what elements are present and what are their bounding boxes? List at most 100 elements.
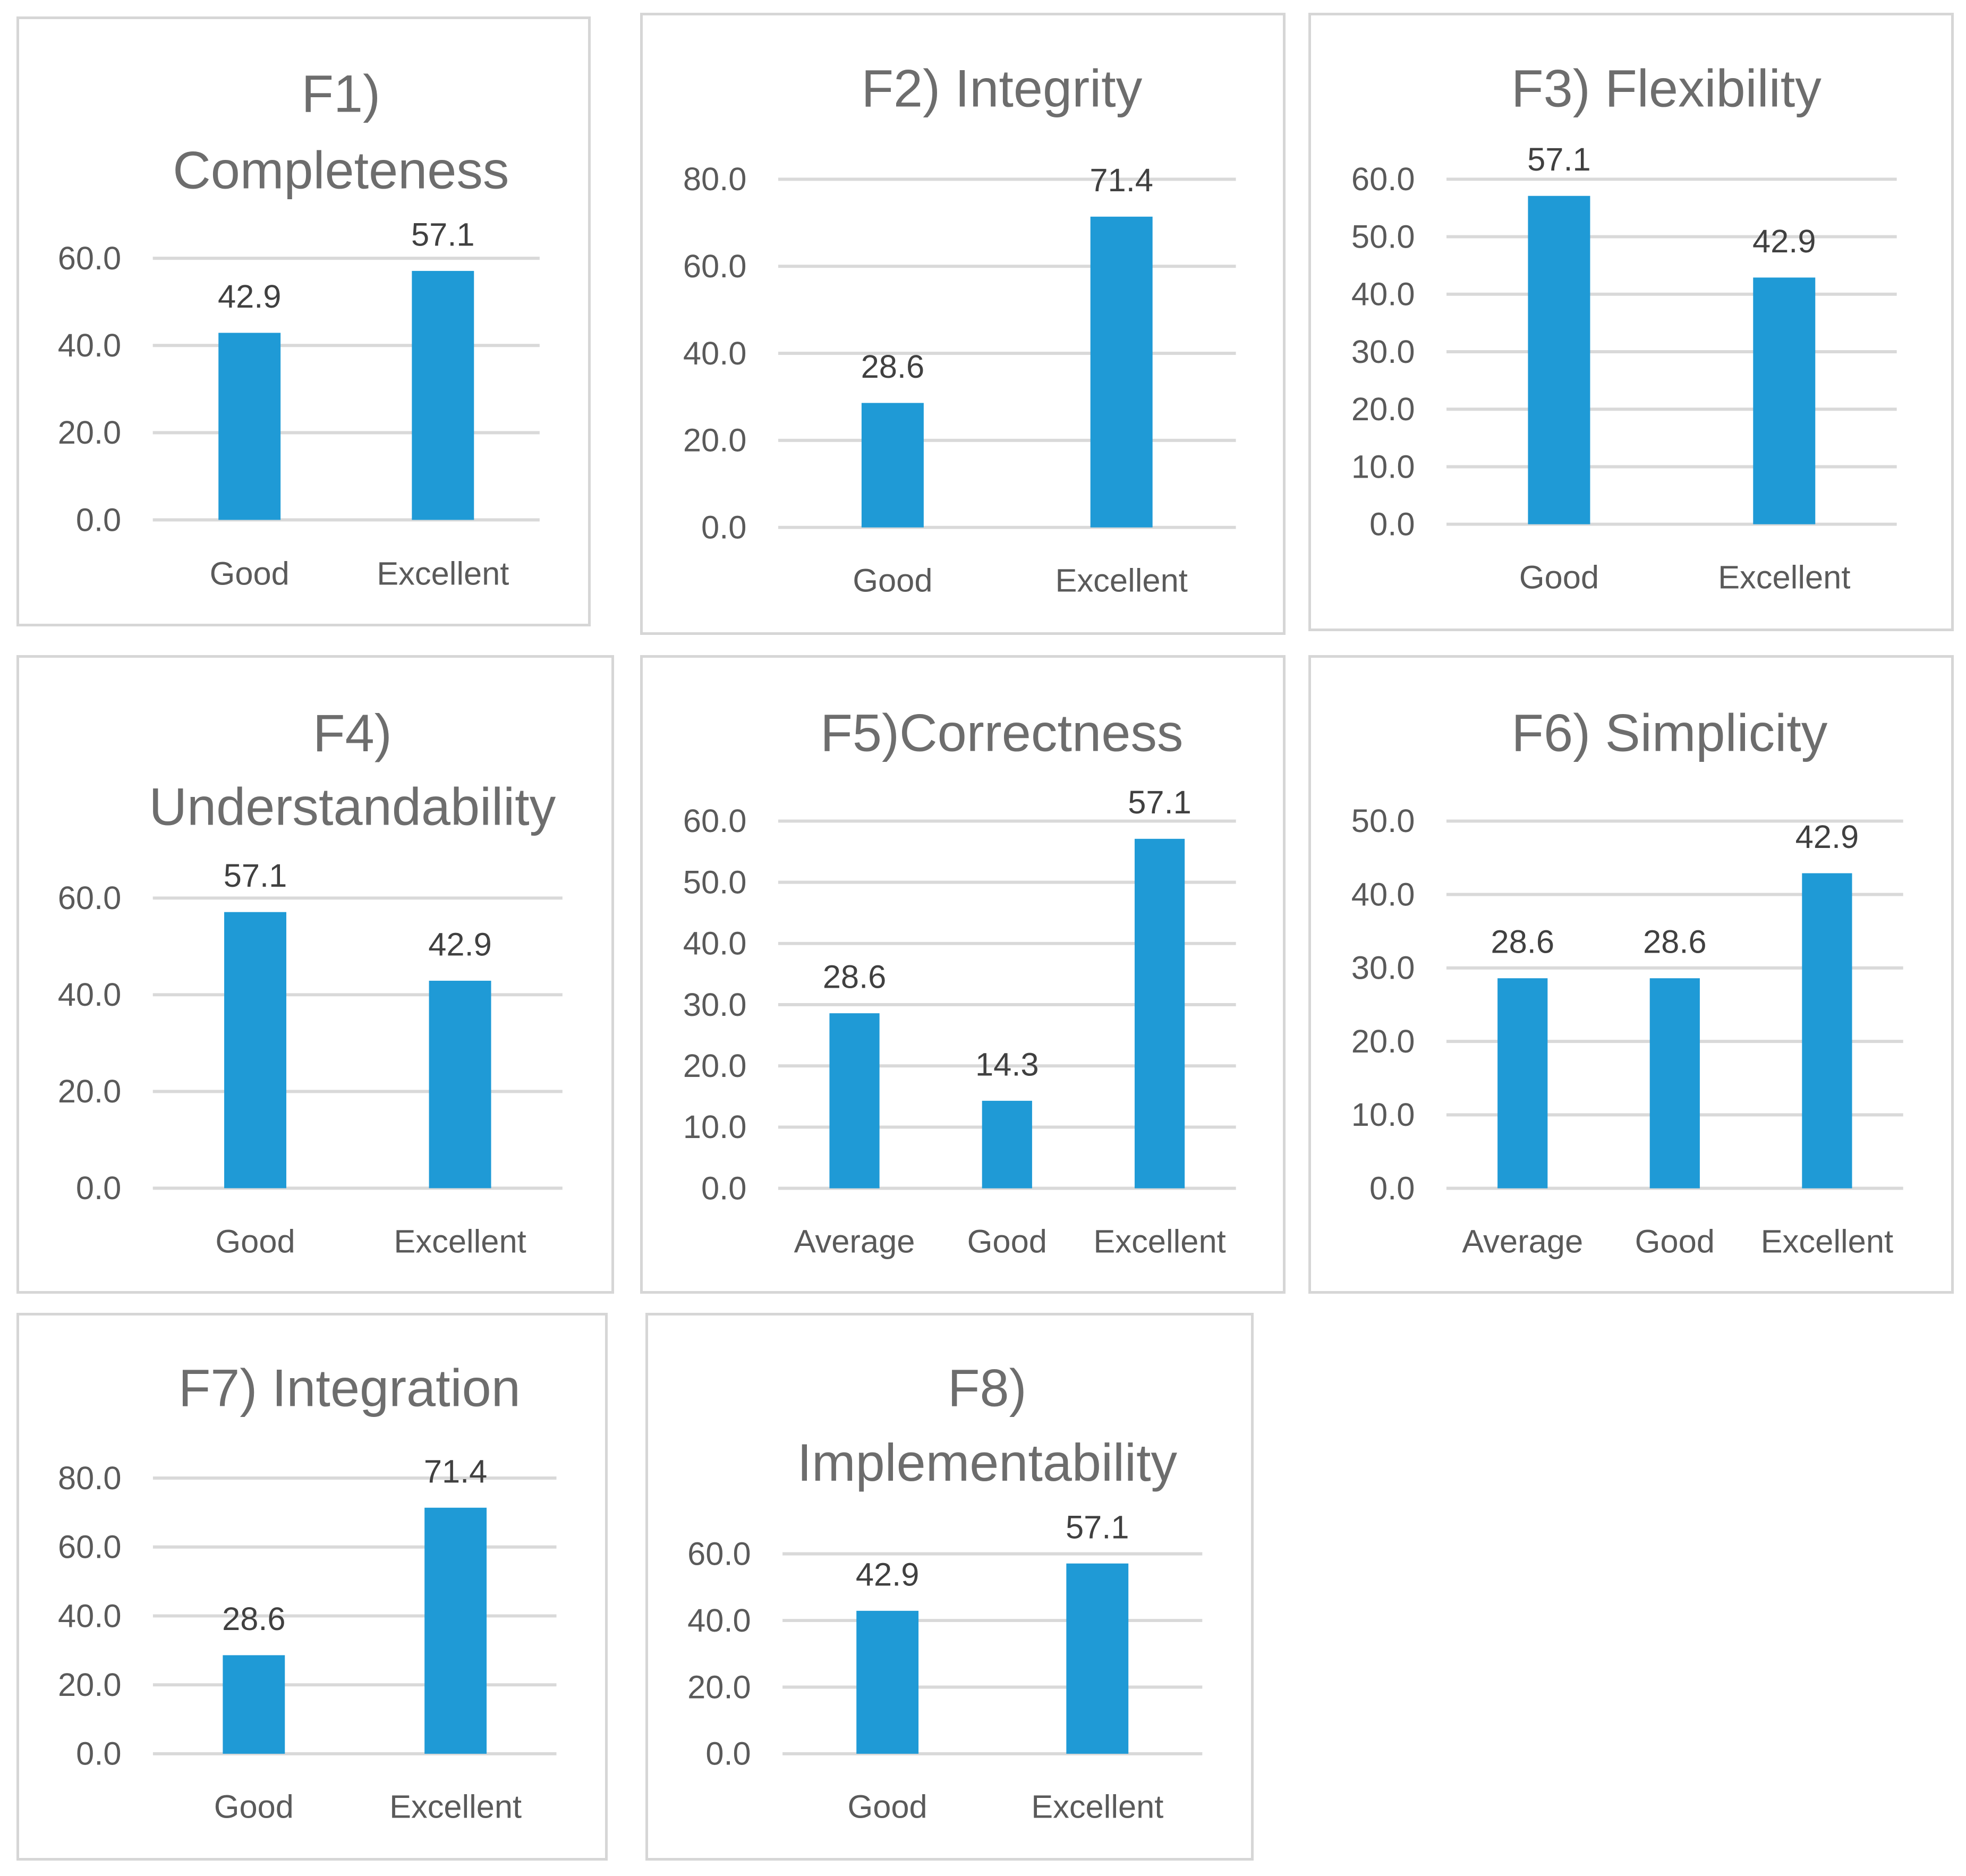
y-tick-label: 10.0 (683, 1109, 747, 1145)
y-tick-label: 60.0 (687, 1535, 751, 1572)
bar-good (982, 1100, 1032, 1189)
chart-title: F8) (948, 1358, 1027, 1417)
bar-good (224, 912, 286, 1189)
chart-title: F6) Simplicity (1511, 704, 1827, 763)
x-category-label: Excellent (1055, 563, 1187, 599)
bar-excellent (1066, 1563, 1129, 1754)
y-tick-label: 20.0 (1351, 1023, 1415, 1060)
chart-panel-f6: F6) Simplicity 0.0 10.0 20.0 30.0 40.0 50.0 28.… (1308, 655, 1954, 1294)
bar-average (1497, 978, 1548, 1189)
chart-panel-f8: F8) Implementability 0.0 20.0 40.0 60.0 42.9 Go… (645, 1313, 1254, 1861)
y-tick-label: 30.0 (1351, 950, 1415, 987)
bar-excellent (1802, 873, 1852, 1189)
y-tick-label: 80.0 (683, 161, 747, 198)
bar-good (861, 403, 924, 528)
y-tick-label: 20.0 (1351, 391, 1415, 428)
y-tick-label: 30.0 (683, 987, 747, 1023)
x-category-label: Good (853, 563, 932, 599)
data-label: 28.6 (1491, 924, 1554, 961)
data-label: 28.6 (823, 959, 887, 996)
chart-panel-f1: F1) Completeness 0.0 20.0 40.0 60.0 42.9 Good 57… (16, 16, 591, 626)
y-tick-label: 40.0 (683, 335, 747, 372)
x-category-label: Good (215, 1223, 295, 1260)
y-tick-label: 60.0 (58, 880, 122, 916)
y-tick-label: 0.0 (1369, 1170, 1415, 1207)
chart-title: Understandability (149, 778, 556, 837)
y-tick-label: 40.0 (1351, 276, 1415, 313)
x-category-label: Good (214, 1789, 294, 1826)
y-tick-label: 80.0 (58, 1460, 121, 1497)
y-tick-label: 20.0 (58, 1073, 122, 1110)
x-category-label: Good (848, 1789, 927, 1826)
chart-title: F4) (313, 704, 392, 763)
chart-panel-f5: F5)Correctness 0.0 10.0 20.0 30.0 40.0 50.0 60.… (640, 655, 1286, 1294)
bar-good (218, 333, 281, 520)
y-tick-label: 10.0 (1351, 448, 1415, 485)
data-label: 71.4 (1090, 162, 1153, 199)
chart-title: Implementability (797, 1433, 1178, 1492)
chart-title: F1) (302, 64, 381, 123)
y-tick-label: 50.0 (1351, 803, 1415, 839)
bar-excellent (1753, 277, 1816, 524)
y-tick-label: 20.0 (683, 422, 747, 459)
y-tick-label: 40.0 (687, 1602, 751, 1639)
data-label: 28.6 (861, 349, 925, 385)
y-tick-label: 0.0 (1369, 506, 1415, 543)
y-tick-label: 60.0 (1351, 161, 1415, 198)
chart-title: F5)Correctness (820, 704, 1183, 763)
y-tick-label: 40.0 (1351, 876, 1415, 913)
data-label: 57.1 (1527, 141, 1591, 178)
data-label: 57.1 (224, 858, 287, 894)
y-tick-label: 0.0 (701, 1170, 746, 1207)
data-label: 42.9 (856, 1556, 919, 1593)
y-tick-label: 60.0 (683, 803, 747, 839)
y-tick-label: 40.0 (58, 327, 122, 364)
x-category-label: Excellent (394, 1223, 526, 1260)
y-tick-label: 40.0 (58, 977, 122, 1013)
x-category-label: Good (967, 1224, 1047, 1260)
y-tick-label: 0.0 (76, 1736, 121, 1772)
y-tick-label: 20.0 (58, 414, 122, 451)
bar-excellent (1134, 838, 1185, 1189)
bar-average (829, 1013, 880, 1189)
chart-panel-f3: F3) Flexibility 0.0 10.0 20.0 30.0 40.0 50.0 60… (1308, 13, 1954, 631)
chart-f2: F2) Integrity 0.0 20.0 40.0 60.0 80.0 28.6 Good… (683, 60, 1236, 599)
chart-f8: F8) Implementability 0.0 20.0 40.0 60.0 42.9 Go… (687, 1358, 1203, 1826)
x-category-label: Excellent (1718, 559, 1850, 596)
y-tick-label: 30.0 (1351, 334, 1415, 370)
y-tick-label: 0.0 (76, 502, 121, 538)
bar-excellent (429, 980, 491, 1189)
bar-good (856, 1610, 919, 1754)
bar-good (1528, 196, 1590, 524)
y-tick-label: 50.0 (683, 864, 747, 901)
chart-panel-f7: F7) Integration 0.0 20.0 40.0 60.0 80.0 28.6 Go… (16, 1313, 608, 1861)
y-tick-label: 10.0 (1351, 1097, 1415, 1133)
data-label: 71.4 (424, 1453, 487, 1490)
x-category-label: Average (794, 1224, 915, 1260)
chart-title: F2) Integrity (861, 60, 1142, 118)
x-category-label: Good (210, 555, 290, 592)
x-category-label: Excellent (377, 555, 509, 592)
data-label: 57.1 (411, 216, 475, 253)
y-tick-label: 20.0 (58, 1667, 121, 1703)
data-label: 42.9 (218, 278, 282, 315)
chart-panel-f2: F2) Integrity 0.0 20.0 40.0 60.0 80.0 28.6 Good… (640, 13, 1286, 635)
bar-good (1649, 978, 1700, 1189)
data-label: 42.9 (428, 926, 492, 963)
bar-excellent (1090, 216, 1153, 528)
data-label: 42.9 (1752, 223, 1816, 260)
y-tick-label: 50.0 (1351, 218, 1415, 255)
chart-f4: F4) Understandability 0.0 20.0 40.0 60.0 57.1 G… (58, 704, 563, 1260)
x-category-label: Excellent (1031, 1789, 1163, 1826)
chart-panel-f4: F4) Understandability 0.0 20.0 40.0 60.0 57.1 G… (16, 655, 614, 1294)
chart-title: F7) Integration (178, 1358, 521, 1417)
y-tick-label: 40.0 (683, 926, 747, 962)
bar-good (223, 1655, 285, 1754)
y-tick-label: 0.0 (701, 510, 746, 546)
y-tick-label: 40.0 (58, 1598, 121, 1634)
y-tick-label: 20.0 (687, 1669, 751, 1705)
data-label: 42.9 (1795, 819, 1859, 855)
data-label: 14.3 (975, 1046, 1039, 1083)
y-tick-label: 60.0 (683, 248, 747, 285)
